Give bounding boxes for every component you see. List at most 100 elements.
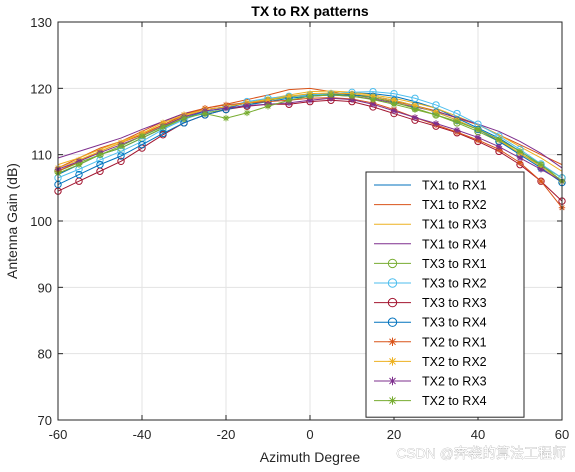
data-point (453, 118, 461, 125)
data-point (516, 159, 524, 166)
legend-marker (387, 258, 398, 269)
data-point (117, 152, 125, 160)
data-point (369, 96, 377, 103)
y-tick-label: 130 (30, 15, 52, 30)
data-point (411, 106, 419, 113)
data-point (96, 160, 104, 169)
legend-marker (387, 317, 398, 327)
data-point (117, 142, 125, 150)
data-point (159, 129, 167, 138)
data-point (348, 93, 356, 100)
data-point (411, 114, 419, 121)
legend-item: TX2 to RX3 (374, 375, 487, 389)
legend-item: TX1 to RX2 (374, 198, 487, 212)
data-point (432, 120, 440, 127)
x-tick-label: -20 (217, 427, 236, 442)
legend-item: TX1 to RX3 (374, 218, 487, 232)
legend-item: TX3 to RX3 (374, 296, 487, 310)
data-point (474, 134, 482, 141)
x-axis-title: Azimuth Degree (260, 449, 361, 465)
legend-label: TX3 to RX1 (422, 257, 487, 271)
legend-box (365, 171, 525, 418)
data-point (390, 101, 398, 108)
legend-marker (388, 357, 397, 366)
data-point (117, 157, 125, 166)
legend-label: TX2 to RX3 (422, 375, 487, 389)
y-tick-label: 90 (38, 280, 52, 295)
x-tick-label: 60 (555, 427, 569, 442)
y-tick-label: 110 (31, 148, 52, 163)
x-tick-label: 40 (471, 427, 485, 442)
data-point (264, 103, 272, 110)
y-tick-label: 70 (38, 413, 52, 428)
legend-item: TX2 to RX2 (374, 355, 487, 369)
legend-marker (387, 297, 398, 308)
data-point (411, 102, 419, 109)
legend-label: TX2 to RX4 (422, 394, 487, 408)
x-tick-label: 20 (387, 427, 401, 442)
data-point (495, 136, 503, 143)
data-point (159, 123, 167, 131)
series-11 (54, 91, 566, 185)
legend-marker (388, 337, 397, 346)
x-tick-label: -40 (133, 427, 152, 442)
data-point (264, 96, 272, 103)
data-point (96, 151, 104, 158)
data-point (75, 170, 83, 179)
legend-item: TX1 to RX4 (374, 237, 487, 251)
data-point (474, 126, 482, 133)
data-point (432, 101, 440, 109)
x-tick-label: -60 (49, 427, 68, 442)
chart-title: TX to RX patterns (251, 3, 369, 19)
data-point (138, 132, 146, 140)
series-layer (54, 87, 566, 211)
legend-item: TX1 to RX1 (374, 179, 487, 193)
legend-label: TX1 to RX4 (422, 237, 487, 251)
data-point (432, 111, 440, 119)
legend-label: TX3 to RX4 (422, 316, 487, 330)
tick-labels: -60 -40 -20 0 20 40 60 70 80 90 100 110 120 130 (30, 15, 569, 442)
legend-label: TX1 to RX1 (422, 179, 487, 193)
data-point (327, 91, 335, 99)
legend-marker (388, 376, 397, 386)
legend-label: TX1 to RX3 (422, 218, 487, 232)
data-point (537, 178, 545, 185)
data-point (306, 93, 314, 100)
y-axis-title: Antenna Gain (dB) (4, 163, 20, 279)
legend-label: TX3 to RX2 (422, 277, 487, 291)
data-point (537, 161, 545, 168)
y-tick-label: 100 (30, 214, 52, 229)
data-point (390, 107, 398, 115)
legend-label: TX3 to RX3 (422, 296, 487, 310)
y-tick-label: 80 (38, 347, 52, 362)
data-point (201, 110, 209, 117)
data-point (411, 94, 419, 102)
data-point (75, 161, 83, 168)
data-point (495, 143, 503, 150)
data-point (453, 126, 461, 134)
legend: TX1 to RX1 TX1 to RX2 TX1 to RX3 TX1 to RX4… (365, 171, 525, 418)
legend-item: TX2 to RX4 (374, 394, 487, 408)
data-point (516, 148, 524, 155)
data-point (180, 114, 188, 122)
x-tick-label: 0 (306, 427, 313, 442)
data-point (222, 114, 230, 122)
legend-item: TX3 to RX2 (374, 277, 487, 291)
legend-label: TX1 to RX2 (422, 198, 487, 212)
legend-item: TX3 to RX4 (374, 316, 487, 330)
data-point (222, 105, 230, 112)
legend-label: TX2 to RX1 (422, 335, 487, 349)
y-tick-label: 120 (30, 81, 52, 96)
data-point (243, 102, 251, 109)
legend-item: TX2 to RX1 (374, 335, 487, 349)
legend-marker (387, 278, 398, 288)
data-point (138, 141, 146, 149)
legend-label: TX2 to RX2 (422, 355, 487, 369)
legend-item: TX3 to RX1 (374, 257, 487, 271)
data-point (285, 97, 293, 104)
watermark: CSDN @奔袭的算法工程师 (396, 445, 566, 461)
data-point (516, 154, 524, 162)
legend-marker (388, 396, 397, 405)
data-point (243, 109, 251, 117)
